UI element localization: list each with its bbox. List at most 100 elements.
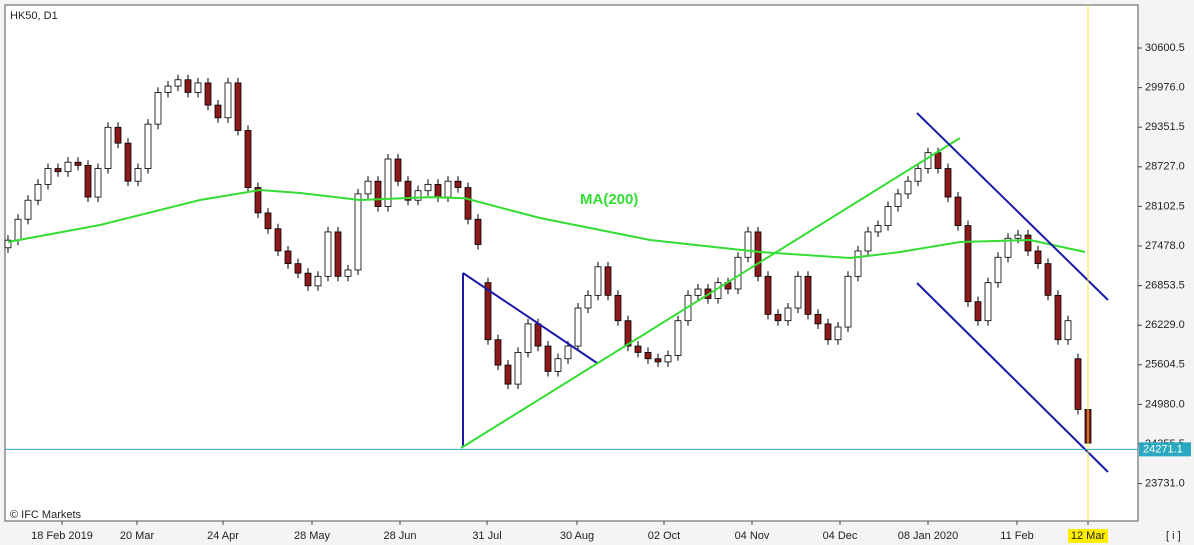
x-tick-label: 12 Mar <box>1071 530 1106 542</box>
candle-body <box>914 168 922 182</box>
candle-body <box>694 288 702 296</box>
candle-body <box>404 180 412 201</box>
info-icon-text[interactable]: [ i ] <box>1166 530 1181 542</box>
y-tick-label: 29351.5 <box>1145 121 1185 133</box>
candle-body <box>154 92 162 125</box>
candle-body <box>624 320 632 347</box>
candle-body <box>244 130 252 188</box>
candle-body <box>1054 294 1062 341</box>
x-tick-label: 30 Aug <box>560 530 594 542</box>
candle-body <box>644 352 652 360</box>
ma-label: MA(200) <box>580 191 638 208</box>
candle-body <box>734 256 742 290</box>
marks <box>4 74 1092 449</box>
y-tick-label: 27478.0 <box>1145 240 1185 252</box>
chart-title: HK50, D1 <box>10 10 58 22</box>
candle-body <box>634 345 642 353</box>
candle-body <box>564 345 572 360</box>
candle-body <box>134 168 142 182</box>
last-price-box <box>1139 442 1191 457</box>
x-tick-label: 04 Nov <box>735 530 770 542</box>
candle-body <box>514 352 522 385</box>
candle-body <box>24 199 32 220</box>
candle-body <box>494 339 502 366</box>
x-tick-label: 04 Dec <box>823 530 858 542</box>
candle-body <box>414 190 422 201</box>
candle-body <box>104 126 112 169</box>
y-tick-label: 24980.0 <box>1145 398 1185 410</box>
candle-body <box>814 313 822 325</box>
candle-body <box>324 231 332 277</box>
candle-body <box>464 187 472 220</box>
x-tick-label: 31 Jul <box>472 530 501 542</box>
y-tick-label: 28727.0 <box>1145 161 1185 173</box>
candle-body <box>534 323 542 347</box>
candle-body <box>144 123 152 169</box>
candle-body <box>664 355 672 363</box>
x-tick-label: 20 Mar <box>120 530 155 542</box>
candle-body <box>674 320 682 356</box>
x-tick-highlight <box>1068 529 1108 543</box>
candle-body <box>194 82 202 93</box>
candle-body <box>304 272 312 287</box>
candle-body <box>444 180 452 198</box>
candle-body <box>124 142 132 182</box>
candle-body <box>544 345 552 372</box>
candle-body <box>1074 358 1082 410</box>
trend-line <box>460 137 961 449</box>
x-tick-label: 28 Jun <box>383 530 416 542</box>
x-tick-label: 28 May <box>294 530 331 542</box>
candle-body <box>1044 263 1052 296</box>
x-tick-label: 24 Apr <box>207 530 239 542</box>
candle-body <box>574 307 582 347</box>
y-tick-label: 29976.0 <box>1145 82 1185 94</box>
candle-body <box>614 294 622 322</box>
candle-body <box>274 228 282 252</box>
candle-body <box>334 231 342 277</box>
candle-body <box>214 104 222 119</box>
candle-body <box>164 85 172 93</box>
candle-body <box>264 212 272 230</box>
candle-body <box>594 266 602 296</box>
candle-body <box>174 79 182 87</box>
trend-drawings <box>460 112 1109 473</box>
candle-body <box>384 158 392 207</box>
candle-body <box>994 256 1002 284</box>
candle-body <box>204 82 212 106</box>
candle-body <box>804 275 812 315</box>
last-price-label: 24271.1 <box>1143 443 1183 455</box>
candle-body <box>474 218 482 246</box>
candle-body <box>114 126 122 144</box>
candle-body <box>844 275 852 328</box>
candle-body <box>424 183 432 192</box>
y-tick-label: 28102.5 <box>1145 200 1185 212</box>
candle-body <box>434 183 442 198</box>
candle-body <box>484 282 492 341</box>
x-tick-label: 18 Feb 2019 <box>31 530 93 542</box>
candle-body <box>854 250 862 277</box>
candle-body <box>374 180 382 207</box>
candle-body <box>744 231 752 258</box>
candle-body <box>64 161 72 173</box>
candle-body <box>944 168 952 198</box>
candle-body <box>654 358 662 363</box>
candle-body <box>894 193 902 207</box>
candle-body <box>864 231 872 252</box>
candle-body <box>34 183 42 201</box>
candle-body <box>984 282 992 322</box>
plot-area <box>4 4 1139 522</box>
x-tick-label: 11 Feb <box>1000 530 1033 542</box>
candle-body <box>454 180 462 188</box>
candle-body <box>834 326 842 341</box>
candle-body <box>794 275 802 309</box>
candle-body <box>504 364 512 385</box>
copyright: © IFC Markets <box>10 509 82 521</box>
candle-body <box>84 164 92 198</box>
candle-body <box>904 180 912 195</box>
ma-line <box>7 188 1086 260</box>
channel-line <box>916 112 1109 301</box>
candle-body <box>44 168 52 185</box>
candle-body <box>1014 234 1022 239</box>
y-tick-label: 30600.5 <box>1145 42 1185 54</box>
